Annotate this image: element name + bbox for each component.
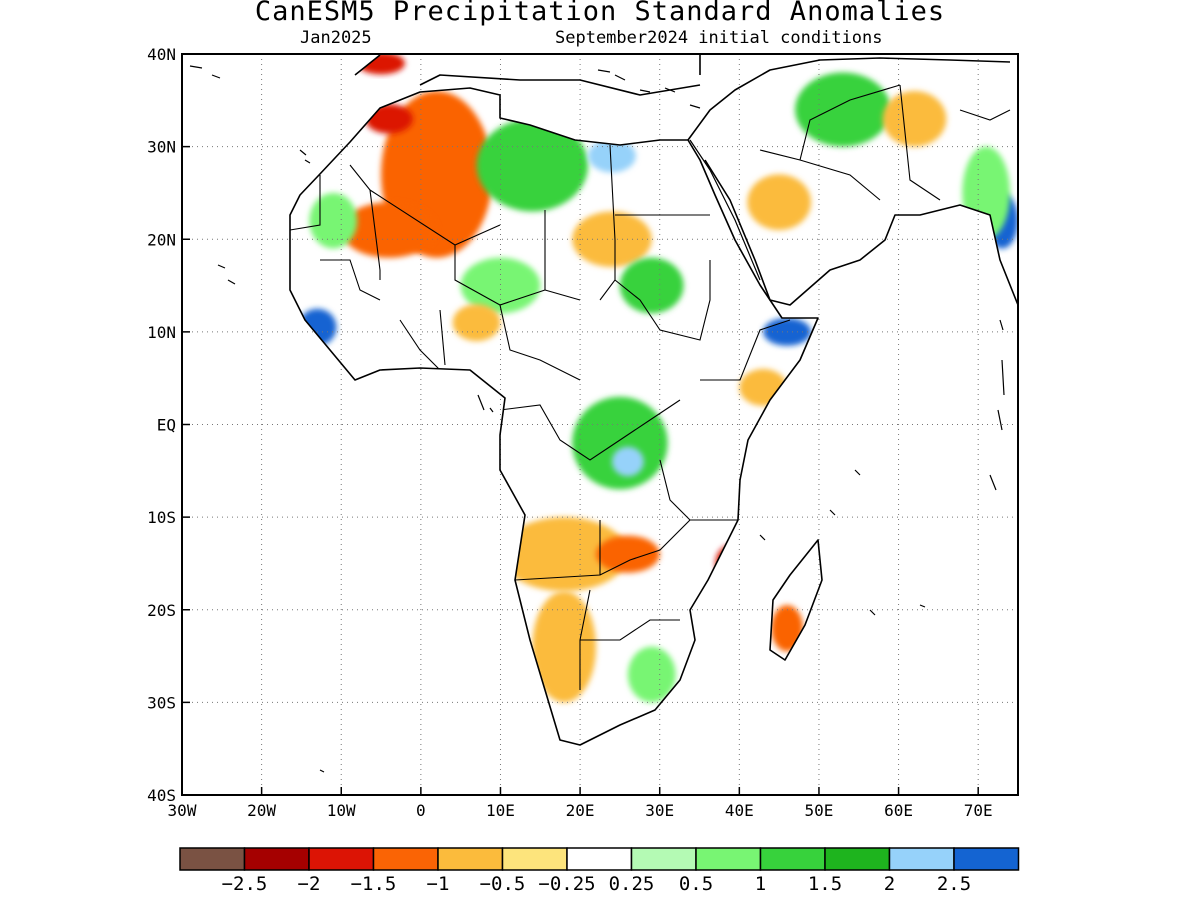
colorbar-label: −1.5 (351, 873, 397, 895)
anomaly-mozambique-very-dry (715, 544, 748, 582)
anomaly-arabia-wet (795, 72, 891, 147)
forecast-month: Jan2025 (300, 28, 372, 48)
y-tick-label: 30N (147, 138, 176, 157)
colorbar-label: 0.25 (609, 873, 655, 895)
initial-conditions: September2024 initial conditions (555, 28, 883, 48)
x-tick-label: 50E (804, 801, 833, 820)
anomaly-chad-wet (619, 257, 684, 314)
red-sea-coast (689, 139, 761, 281)
anomaly-arabia-dry (747, 174, 811, 230)
y-tick-label: EQ (157, 416, 176, 435)
x-tick-label: 10W (327, 801, 356, 820)
anomaly-sahara-dry (341, 202, 437, 258)
arabia-coastline (687, 57, 1019, 306)
colorbar-label: −1 (427, 873, 450, 895)
colorbar-legend: −2.5 −2 −1.5 −1 −0.5 −0.25 0.25 0.5 1 1.5 2 2.5 (179, 847, 1020, 895)
colorbar-swatch (437, 847, 504, 871)
latitude-axis: 40N 30N 20N 10N EQ 10S 20S 30S 40S (147, 45, 190, 805)
colorbar-label: −2.5 (222, 873, 268, 895)
y-tick-label: 20S (147, 601, 176, 620)
anomaly-sahel-wet (460, 257, 541, 314)
colorbar-swatch (243, 847, 310, 871)
anomaly-fields (298, 55, 1018, 703)
x-tick-label: 70E (964, 801, 993, 820)
anomaly-sudan-dry (572, 211, 652, 268)
colorbar-label: 1.5 (808, 873, 842, 895)
small-islands (189, 65, 1005, 773)
x-tick-label: 40E (725, 801, 754, 820)
x-tick-label: 30E (645, 801, 674, 820)
colorbar-swatch (888, 847, 955, 871)
anomaly-egypt-very-wet (588, 139, 636, 173)
x-tick-label: 30W (168, 801, 197, 820)
anomaly-iran-dry (882, 91, 947, 147)
colorbar-swatch (695, 847, 762, 871)
colorbar-label: 2.5 (937, 873, 971, 895)
country-borders (290, 84, 1011, 690)
africa-coastline (289, 87, 819, 746)
colorbar-swatch (630, 847, 697, 871)
anomaly-madagascar-dry (771, 605, 804, 652)
colorbar-swatch (501, 847, 568, 871)
y-tick-label: 10S (147, 508, 176, 527)
y-tick-label: 20N (147, 230, 176, 249)
colorbar-swatch (179, 847, 246, 871)
anomaly-libya-wet (476, 118, 589, 212)
colorbar-swatch (953, 847, 1020, 871)
colorbar-label: 0.5 (679, 873, 713, 895)
colorbar-label: 1 (755, 873, 766, 895)
chart-title: CanESM5 Precipitation Standard Anomalies (254, 0, 946, 27)
anomaly-nigeria-dry (452, 304, 501, 342)
colorbar-swatch (759, 847, 826, 871)
colorbar-swatch (566, 847, 633, 871)
colorbar-label: −0.5 (480, 873, 526, 895)
europe-coastline (354, 54, 701, 96)
colorbar-label: −0.25 (538, 873, 595, 895)
colorbar-swatch (372, 847, 439, 871)
colorbar-swatch (824, 847, 891, 871)
graticule (182, 54, 1018, 795)
anomaly-zambia-drier (596, 535, 660, 573)
x-tick-label: 20W (247, 801, 276, 820)
colorbar-label: 2 (884, 873, 895, 895)
anomaly-congo-very-wet (611, 446, 644, 477)
coastlines (289, 54, 1019, 746)
anomaly-iberia-very-dry (357, 55, 405, 75)
x-tick-label: 20E (566, 801, 595, 820)
anomaly-morocco-very-dry (365, 104, 413, 134)
longitude-axis: 30W 20W 10W 0 10E 20E 30E 40E 50E 60E 70E (168, 787, 993, 820)
y-tick-label: 30S (147, 693, 176, 712)
y-tick-label: 40S (147, 786, 176, 805)
colorbar-swatch (308, 847, 375, 871)
x-tick-label: 10E (486, 801, 515, 820)
colorbar-label: −2 (298, 873, 321, 895)
anomaly-guinea-very-wet (298, 308, 337, 346)
anomaly-congo-wet (572, 396, 668, 490)
anomaly-southafrica-wet (627, 646, 676, 703)
x-tick-label: 60E (884, 801, 913, 820)
madagascar-coastline (769, 539, 823, 661)
anomaly-mauritania-wet (309, 192, 358, 249)
anomaly-india-wet (962, 146, 1011, 240)
y-tick-label: 40N (147, 45, 176, 64)
anomaly-angola-dry (500, 517, 628, 592)
x-tick-label: 0 (416, 801, 426, 820)
y-tick-label: 10N (147, 323, 176, 342)
